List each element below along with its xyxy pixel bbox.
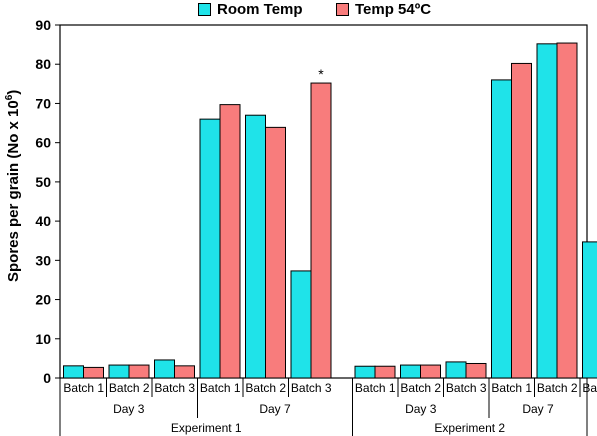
category-label: Batch 1 [200,381,241,395]
y-tick-label: 10 [35,331,51,347]
category-label: Batch 2 [400,381,441,395]
bar-room-temp-3 [199,118,221,379]
bar-temp-54-8 [465,362,487,379]
bar-temp-54-4 [265,126,286,379]
y-tick-label: 50 [35,174,51,190]
bar-room-temp-4 [245,114,266,379]
category-label: Batch 3 [446,381,487,395]
bar-room-temp-9 [491,79,512,379]
bar-room-temp-1 [108,364,130,379]
x-axis-categories: Batch 1 Batch 2 Batch 3 Batch 1 Batch 2 Batch… [59,378,597,436]
day-group-label: Day 7 [259,402,291,416]
y-tick-label: 60 [35,135,51,151]
bar-room-temp-5 [290,270,312,379]
category-label: Batch 3 [154,381,195,395]
y-axis-label-exponent: 6 [4,94,15,101]
bar-room-temp-2 [154,359,175,379]
category-label: Batch 1 [63,381,104,395]
y-tick-label: 20 [35,292,51,308]
bar-temp-54-6 [374,365,396,379]
y-tick-label: 30 [35,252,51,268]
category-label: Batch 3 [582,381,597,395]
category-label: Batch 2 [109,381,150,395]
y-axis-label: Spores per grain (No x 106) [4,90,22,282]
bar-temp-54-1 [128,364,150,379]
y-axis: 0 10 20 30 40 50 60 70 80 90 [35,17,60,386]
legend-label-room-temp: Room Temp [217,1,303,18]
y-tick-label: 0 [43,370,51,386]
bar-temp-54-7 [420,364,441,379]
legend-label-temp-54: Temp 54ºC [355,1,432,18]
legend-swatch-room-temp [198,3,211,16]
legend-swatch-temp-54 [336,3,349,16]
category-label: Batch 1 [355,381,396,395]
bar-room-temp-10 [536,43,558,379]
day-group-label: Day 7 [522,402,554,416]
bar-room-temp-0 [63,365,84,379]
bar-temp-54-10 [556,42,578,379]
legend-item-room-temp: Room Temp [198,1,303,18]
legend: Room Temp Temp 54ºC [0,0,597,20]
experiment-group-label: Experiment 1 [171,421,242,435]
bar-room-temp-11 [582,241,597,379]
bar-temp-54-9 [511,62,532,379]
legend-item-temp-54: Temp 54ºC [336,1,431,18]
y-tick-label: 40 [35,213,51,229]
bar-temp-54-2 [174,365,195,379]
experiment-group-label: Experiment 2 [434,421,505,435]
significance-marker: * [318,66,324,82]
category-label: Batch 2 [537,381,578,395]
bar-room-temp-6 [354,365,376,379]
bar-temp-54-5 [310,82,332,379]
day-group-label: Day 3 [405,402,437,416]
y-tick-label: 70 [35,95,51,111]
category-label: Batch 1 [491,381,532,395]
bar-room-temp-8 [445,361,467,379]
bar-temp-54-0 [83,366,104,379]
y-axis-label-main: Spores per grain (No x 10 [5,100,22,282]
category-label: Batch 3 [291,381,332,395]
y-tick-label: 80 [35,56,51,72]
y-tick-label: 90 [35,17,51,33]
category-label: Batch 2 [245,381,286,395]
day-group-label: Day 3 [113,402,145,416]
bars: ** [63,42,597,379]
y-axis-label-end: ) [5,89,22,95]
bar-temp-54-3 [219,104,241,379]
bar-room-temp-7 [400,364,421,379]
